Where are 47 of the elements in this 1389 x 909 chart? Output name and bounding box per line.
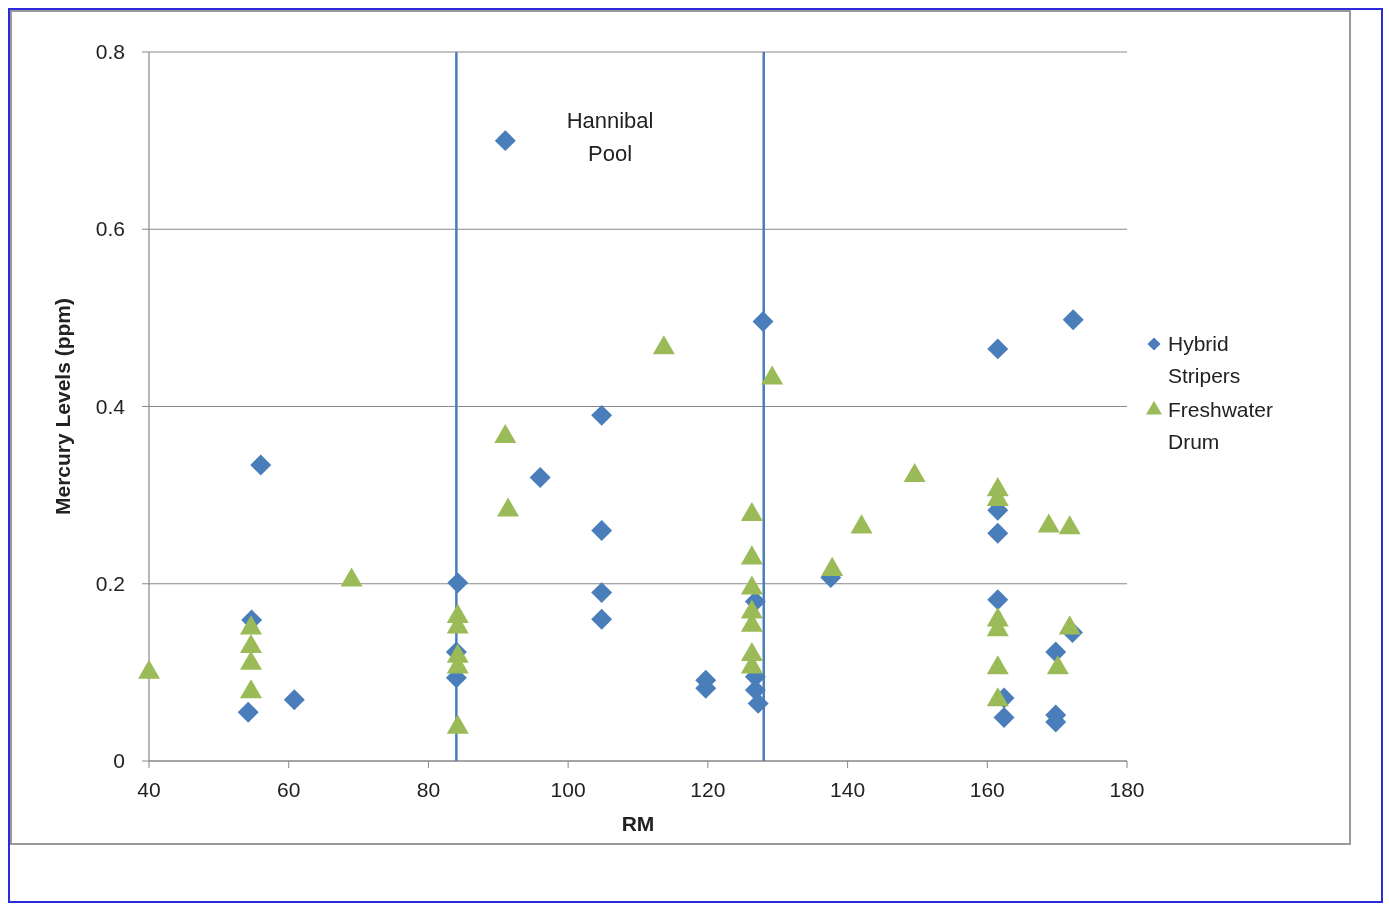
point [446,714,469,734]
x-tick-label: 40 [137,778,161,801]
point [340,567,363,587]
x-tick-label: 100 [550,778,586,801]
point [740,575,763,595]
y-tick-label: 0.6 [95,217,125,241]
y-axis-title: Mercury Levels (ppm) [51,297,74,516]
point [137,659,161,679]
point [494,130,516,152]
point [850,514,873,534]
y-tick-label: 0.2 [95,571,125,595]
y-tick-label: 0.4 [95,394,126,418]
point [529,466,551,488]
point [986,687,1009,707]
annotation: Hannibal Pool [566,108,654,166]
point [494,423,517,443]
point [652,335,675,355]
point [239,650,262,670]
point [987,338,1009,360]
point [740,501,763,521]
point [1062,309,1084,331]
point [497,497,520,517]
point [821,556,844,576]
legend-label: Freshwater Drum [1168,398,1274,453]
point [239,633,262,654]
point [1058,515,1081,535]
point [740,545,763,565]
x-tick-label: 140 [830,778,866,801]
point [239,615,262,635]
point [752,310,774,332]
point [761,365,784,385]
point [1058,615,1081,635]
point [986,655,1009,675]
point [1037,513,1060,533]
legend-label: Hybrid Stripers [1168,332,1241,387]
x-tick-label: 120 [690,778,726,801]
point [239,679,262,699]
x-tick-label: 80 [416,778,441,801]
y-tick-label: 0 [113,749,125,772]
point [1046,655,1069,675]
x-tick-label: 60 [277,778,301,801]
x-axis-title: RM [621,812,655,835]
y-tick-label: 0.8 [95,40,125,63]
x-tick-label: 180 [1109,778,1145,801]
point [591,404,613,426]
point [903,462,926,482]
x-tick-label: 160 [969,778,1005,801]
